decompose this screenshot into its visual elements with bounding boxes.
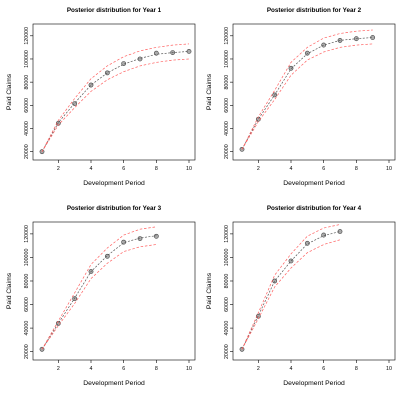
observed-point — [137, 236, 143, 241]
x-tick-label: 6 — [322, 166, 325, 172]
observed-point — [304, 240, 310, 246]
x-tick-label: 4 — [290, 366, 293, 372]
interval-upper-line — [41, 43, 190, 152]
x-tick-label: 4 — [290, 166, 293, 172]
interval-upper-line — [41, 226, 157, 350]
interval-lower-line — [241, 239, 341, 350]
y-tick-label: 120000 — [24, 27, 30, 45]
y-tick-label: 100000 — [24, 249, 30, 267]
observed-point — [321, 42, 327, 48]
observed-point — [321, 232, 327, 238]
y-tick-label: 100000 — [224, 50, 230, 68]
y-tick-label: 40000 — [224, 321, 230, 336]
chart-panel-year-1: Posterior distribution for Year 1 2 4 6 8 10 2… — [6, 7, 196, 187]
x-tick-label: 6 — [122, 166, 125, 172]
chart-panel-year-4: Posterior distribution for Year 4 2 4 6 8 10 2… — [206, 205, 396, 387]
y-tick-label: 40000 — [224, 121, 230, 136]
chart-panel-year-3: Posterior distribution for Year 3 2 4 6 8 10 2… — [6, 205, 196, 387]
chart-title: Posterior distribution for Year 4 — [267, 205, 362, 212]
x-tick-label: 4 — [90, 166, 93, 172]
y-tick-label: 80000 — [224, 274, 230, 289]
x-tick-label: 8 — [155, 166, 158, 172]
y-axis-label: Paid Claims — [206, 73, 213, 110]
y-tick-label: 120000 — [224, 27, 230, 45]
y-tick-label: 20000 — [224, 144, 230, 159]
x-tick-label: 2 — [257, 366, 260, 372]
x-tick-label: 2 — [57, 166, 60, 172]
y-tick-label: 80000 — [24, 75, 30, 90]
x-tick-label: 10 — [386, 166, 392, 172]
chart-panel-year-2: Posterior distribution for Year 2 2 4 6 8 10 2… — [206, 7, 396, 187]
x-tick-label: 2 — [257, 166, 260, 172]
x-tick-label: 4 — [90, 366, 93, 372]
y-axis-label: Paid Claims — [6, 73, 13, 110]
interval-upper-line — [241, 224, 341, 350]
y-tick-label: 100000 — [24, 50, 30, 68]
observed-point — [304, 50, 310, 56]
chart-title: Posterior distribution for Year 1 — [67, 7, 162, 14]
posterior-mean-line — [41, 235, 157, 350]
y-tick-label: 60000 — [224, 98, 230, 113]
observed-point — [186, 49, 192, 54]
x-tick-label: 8 — [355, 166, 358, 172]
interval-lower-line — [241, 43, 373, 150]
y-tick-label: 60000 — [24, 98, 30, 113]
plot-frame — [32, 221, 196, 361]
y-axis-label: Paid Claims — [206, 272, 213, 309]
interval-upper-line — [241, 29, 373, 150]
posterior-mean-line — [41, 51, 190, 152]
x-tick-label: 6 — [322, 366, 325, 372]
chart-title: Posterior distribution for Year 3 — [67, 205, 162, 212]
y-tick-label: 40000 — [24, 121, 30, 136]
x-tick-label: 2 — [57, 366, 60, 372]
x-tick-label: 8 — [155, 366, 158, 372]
y-tick-label: 120000 — [224, 225, 230, 243]
plot-frame — [32, 23, 196, 161]
y-tick-label: 80000 — [224, 75, 230, 90]
observed-point — [288, 65, 294, 71]
x-tick-label: 10 — [186, 366, 192, 372]
y-tick-label: 100000 — [224, 249, 230, 267]
y-axis-label: Paid Claims — [6, 272, 13, 309]
interval-lower-line — [41, 244, 157, 350]
y-tick-label: 60000 — [224, 297, 230, 312]
y-tick-label: 20000 — [224, 344, 230, 359]
x-axis-label: Development Period — [283, 380, 345, 387]
x-axis-label: Development Period — [283, 180, 345, 187]
x-tick-label: 10 — [186, 166, 192, 172]
x-axis-label: Development Period — [83, 180, 145, 187]
y-tick-label: 40000 — [24, 321, 30, 336]
plot-frame — [232, 23, 396, 161]
x-tick-label: 6 — [122, 366, 125, 372]
observed-point — [153, 233, 159, 239]
x-tick-label: 8 — [355, 366, 358, 372]
y-tick-label: 20000 — [24, 144, 30, 159]
posterior-mean-line — [241, 37, 373, 150]
chart-title: Posterior distribution for Year 2 — [267, 7, 362, 14]
observed-point — [337, 229, 343, 234]
observed-point — [104, 70, 110, 76]
y-tick-label: 120000 — [24, 225, 30, 243]
plot-frame — [232, 221, 396, 361]
y-tick-label: 60000 — [24, 297, 30, 312]
x-tick-label: 10 — [386, 366, 392, 372]
posterior-mean-line — [241, 231, 341, 350]
interval-lower-line — [41, 58, 190, 152]
y-tick-label: 80000 — [24, 274, 30, 289]
x-axis-label: Development Period — [83, 380, 145, 387]
y-tick-label: 20000 — [24, 344, 30, 359]
